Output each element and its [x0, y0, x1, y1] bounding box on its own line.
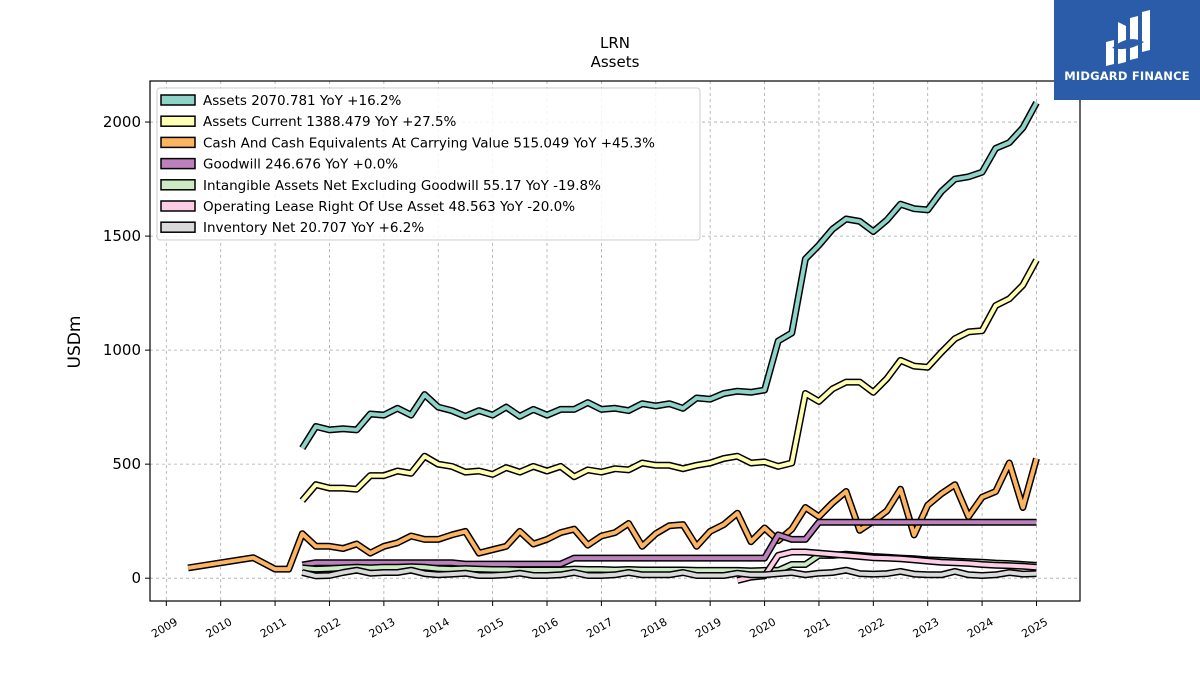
legend-label-4: Intangible Assets Net Excluding Goodwill…	[203, 178, 601, 194]
y-tick-label-3: 1500	[103, 227, 141, 245]
legend-label-1: Assets Current 1388.479 YoY +27.5%	[203, 114, 457, 130]
legend: Assets 2070.781 YoY +16.2% Assets Current…	[156, 87, 701, 241]
series-line-3	[301, 520, 1037, 567]
x-tick-label-3: 2012	[312, 615, 343, 640]
x-tick-label-4: 2013	[367, 615, 398, 640]
x-tick-label-5: 2014	[421, 615, 452, 640]
series-line-6	[301, 568, 1037, 578]
legend-label-6: Inventory Net 20.707 YoY +6.2%	[203, 220, 424, 236]
x-tick-label-8: 2017	[584, 615, 615, 640]
x-tick-label-9: 2018	[639, 615, 670, 640]
y-axis-label: USDm	[65, 316, 85, 369]
x-tick-label-12: 2021	[802, 615, 833, 640]
series-line-0	[300, 101, 1039, 450]
x-tick-label-7: 2016	[530, 615, 561, 640]
legend-swatch-5	[160, 200, 196, 212]
legend-label-3: Goodwill 246.676 YoY +0.0%	[203, 157, 398, 173]
x-tick-label-15: 2024	[965, 615, 996, 640]
y-tick-label-1: 500	[112, 455, 141, 473]
chart-subtitle: Assets	[591, 53, 640, 71]
legend-swatch-6	[160, 221, 196, 233]
legend-box	[156, 87, 701, 241]
legend-swatch-1	[160, 115, 196, 127]
series-line-1	[300, 259, 1039, 502]
series-layer	[187, 101, 1040, 584]
logo-text: MIDGARD FINANCE	[1064, 69, 1190, 83]
y-tick-label-0: 0	[131, 569, 141, 587]
y-tick-label-2: 1000	[103, 341, 141, 359]
y-tick-label-4: 2000	[103, 113, 141, 131]
legend-swatch-2	[160, 136, 196, 149]
legend-label-5: Operating Lease Right Of Use Asset 48.56…	[203, 199, 575, 215]
chart-title: LRN	[600, 34, 630, 52]
x-tick-label-11: 2020	[747, 615, 778, 640]
x-tick-label-1: 2010	[204, 615, 235, 640]
logo-mark-icon	[1106, 10, 1150, 66]
legend-swatch-4	[160, 179, 196, 191]
series-line-5	[736, 550, 1037, 583]
x-tick-label-13: 2022	[856, 615, 887, 640]
x-tick-label-6: 2015	[476, 615, 507, 640]
x-tick-label-2: 2011	[258, 615, 289, 640]
x-tick-label-10: 2019	[693, 615, 724, 640]
series-line-2	[187, 457, 1039, 572]
x-tick-label-0: 2009	[149, 615, 180, 640]
legend-label-0: Assets 2070.781 YoY +16.2%	[203, 93, 402, 109]
x-tick-label-16: 2025	[1019, 615, 1050, 640]
legend-label-2: Cash And Cash Equivalents At Carrying Va…	[203, 135, 655, 151]
brand-logo: MIDGARD FINANCE	[1054, 0, 1200, 100]
x-tick-label-14: 2023	[911, 615, 942, 640]
legend-swatch-0	[160, 94, 196, 106]
legend-swatch-3	[160, 157, 196, 170]
plot-frame	[149, 80, 1081, 602]
